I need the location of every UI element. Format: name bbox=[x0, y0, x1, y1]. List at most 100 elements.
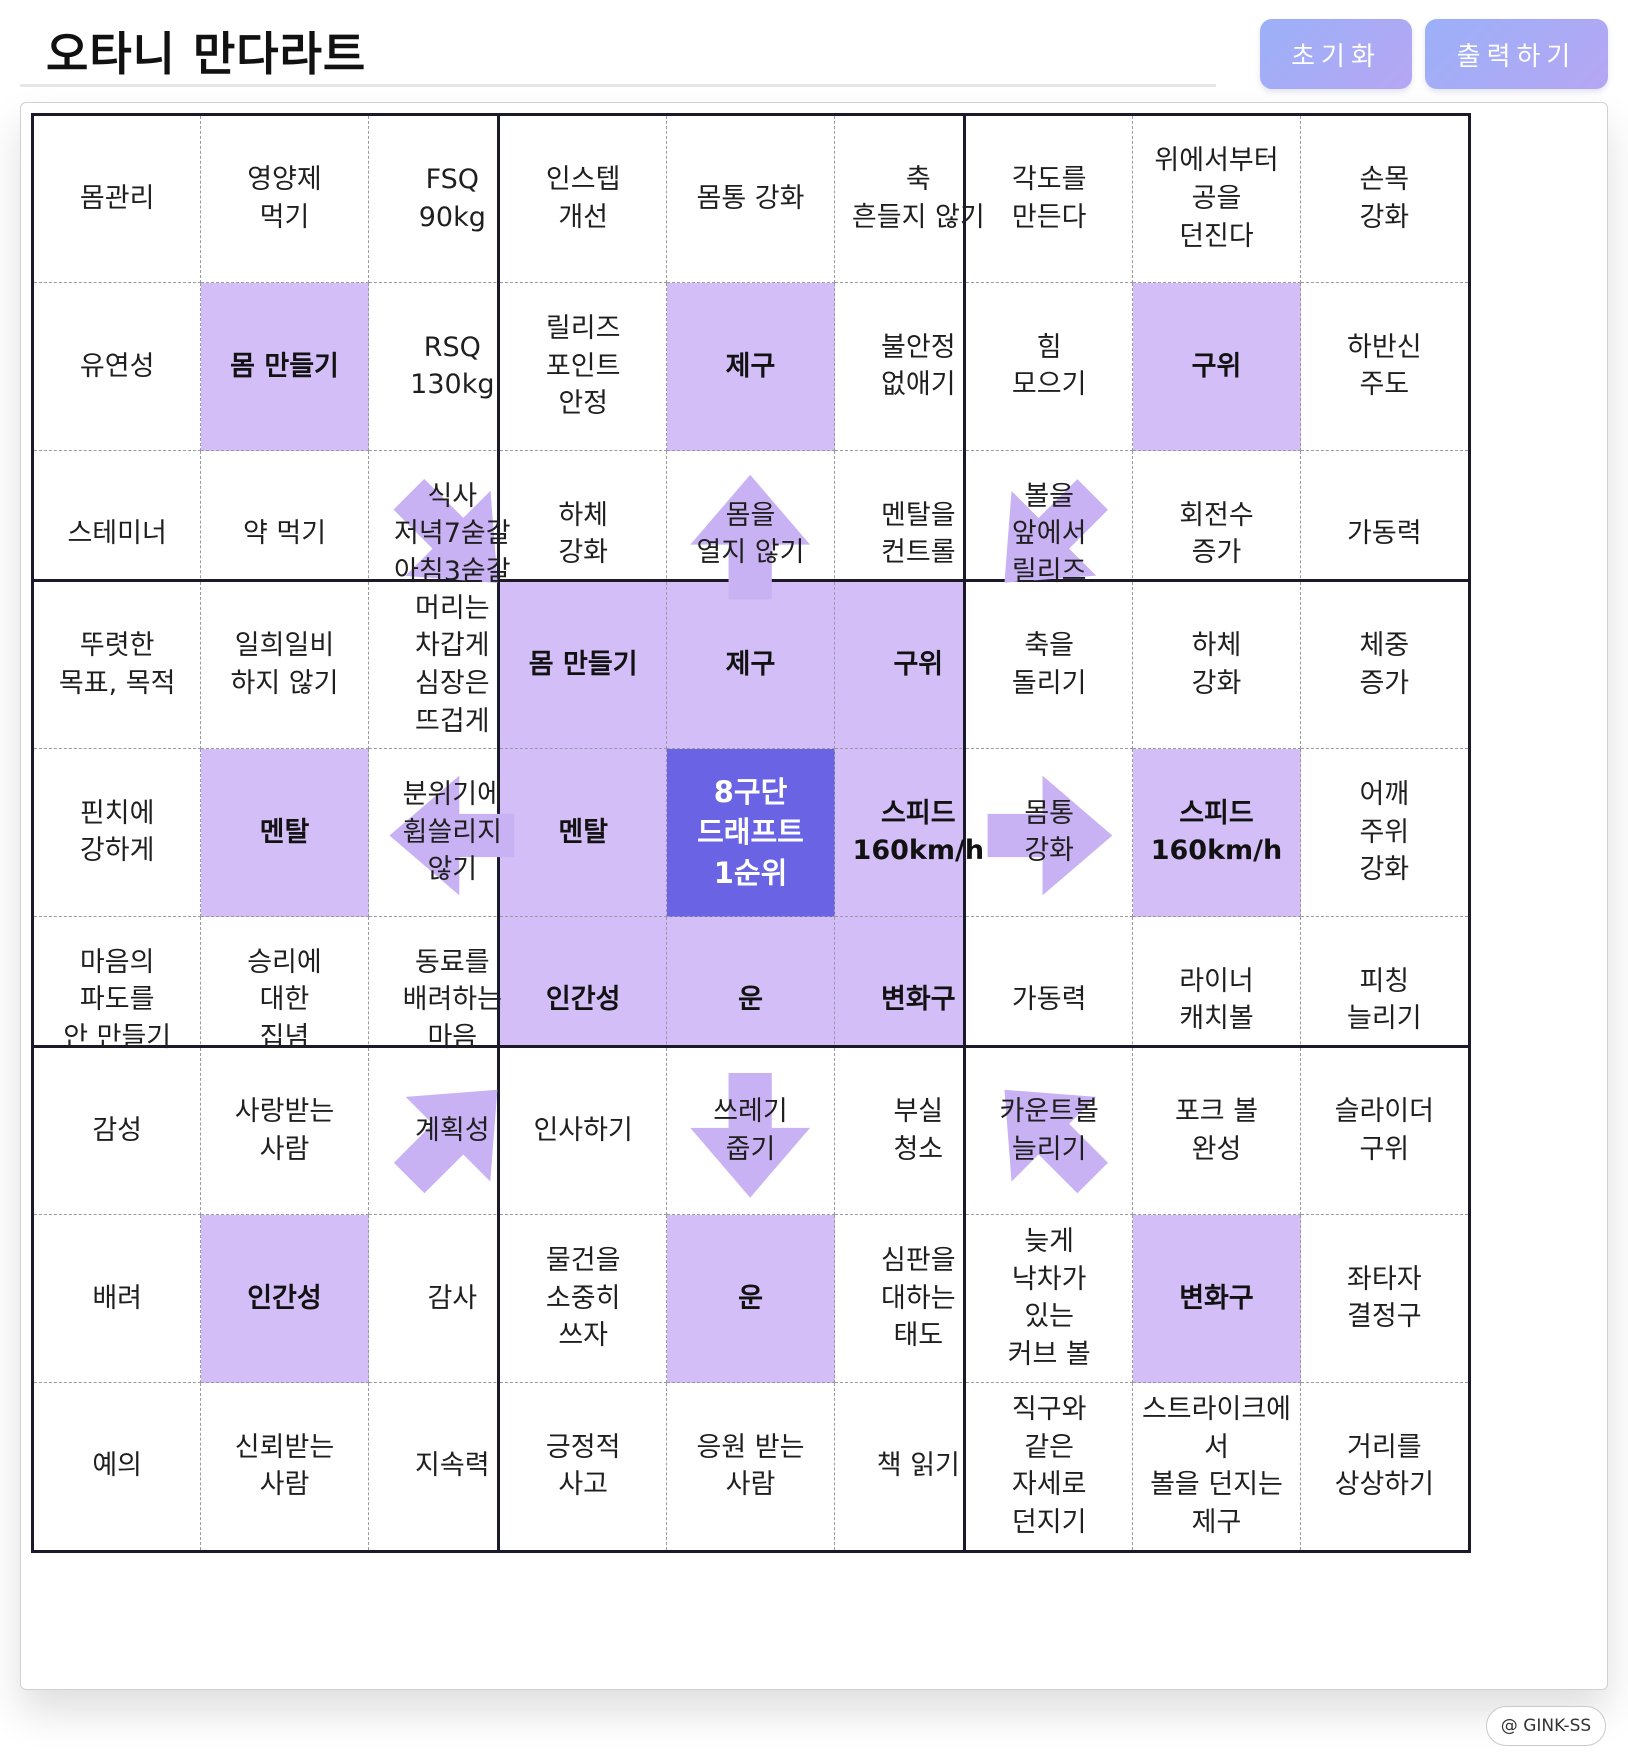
task-cell[interactable]: 몸통 강화 bbox=[667, 116, 835, 284]
task-cell[interactable]: 가동력 bbox=[966, 916, 1134, 1084]
goal-cell[interactable]: 스피드 160km/h bbox=[1133, 749, 1301, 917]
task-cell[interactable]: FSQ 90kg bbox=[368, 116, 536, 284]
cell-text: 몸통 강화 bbox=[1024, 797, 1074, 867]
task-cell[interactable]: 동료를 배려하는 마음 bbox=[369, 917, 536, 1084]
cell-text: 머리는 차갑게 심장은 뜨겁게 bbox=[415, 592, 490, 737]
task-cell[interactable]: 핀치에 강하게 bbox=[34, 749, 202, 917]
task-cell[interactable]: 포크 볼 완성 bbox=[1133, 1048, 1301, 1216]
task-cell[interactable]: 인스텝 개선 bbox=[500, 116, 668, 284]
task-cell[interactable]: 책 읽기 bbox=[835, 1383, 1002, 1550]
cell-text: 각도를 만든다 bbox=[1011, 164, 1087, 234]
task-cell[interactable]: 감성 bbox=[34, 1048, 202, 1216]
arrow-up-icon bbox=[690, 474, 811, 600]
task-cell[interactable]: 하체 강화 bbox=[500, 450, 668, 618]
cell-text: 제구 bbox=[725, 350, 776, 382]
task-cell[interactable]: 부실 청소 bbox=[834, 1048, 1002, 1216]
task-cell[interactable]: 예의 bbox=[34, 1382, 202, 1550]
task-cell[interactable]: 감사 bbox=[368, 1215, 536, 1383]
task-cell[interactable]: 몸을 열지 않기 bbox=[667, 450, 835, 618]
cell-text: FSQ 90kg bbox=[418, 164, 486, 234]
task-cell[interactable]: 늦게 낙차가 있는 커브 볼 bbox=[966, 1215, 1134, 1383]
task-cell[interactable]: 몸통 강화 bbox=[966, 749, 1134, 917]
cell-text: 뚜렷한 목표, 목적 bbox=[58, 630, 176, 700]
cell-text: 스트라이크에 서 볼을 던지는 제구 bbox=[1141, 1393, 1292, 1539]
goal-cell[interactable]: 변화구 bbox=[1133, 1215, 1301, 1383]
task-cell[interactable]: 지속력 bbox=[369, 1383, 536, 1550]
task-cell[interactable]: 승리에 대한 집념 bbox=[201, 916, 369, 1084]
cell-text: 몸관리 bbox=[79, 183, 155, 215]
task-cell[interactable]: 긍정적 사고 bbox=[500, 1382, 668, 1550]
cell-text: 불안정 없애기 bbox=[881, 331, 956, 401]
task-cell[interactable]: 스테미너 bbox=[34, 450, 202, 618]
goal-cell[interactable]: 몸 만들기 bbox=[201, 283, 369, 451]
task-cell[interactable]: 위에서부터 공을 던진다 bbox=[1133, 116, 1301, 284]
task-cell[interactable]: 힘 모으기 bbox=[966, 283, 1134, 451]
cell-text: 감성 bbox=[92, 1115, 142, 1147]
task-cell[interactable]: 슬라이더 구위 bbox=[1300, 1048, 1468, 1216]
task-cell[interactable]: 뚜렷한 목표, 목적 bbox=[34, 582, 202, 750]
cell-text: 인스텝 개선 bbox=[545, 164, 621, 234]
task-cell[interactable]: 거리를 상상하기 bbox=[1301, 1383, 1468, 1550]
task-cell[interactable]: 일희일비 하지 않기 bbox=[201, 582, 369, 750]
task-cell[interactable]: 손목 강화 bbox=[1300, 116, 1468, 284]
task-cell[interactable]: 식사 저녁7숟갈 아침3숟갈 bbox=[369, 451, 536, 618]
task-cell[interactable]: 응원 받는 사람 bbox=[667, 1382, 835, 1550]
cell-text: 하체 강화 bbox=[1191, 630, 1242, 700]
goal-cell[interactable]: 제구 bbox=[667, 283, 835, 451]
task-cell[interactable]: 릴리즈 포인트 안정 bbox=[500, 283, 668, 451]
task-cell[interactable]: 분위기에 휩쓸리지 않기 bbox=[368, 749, 536, 917]
reset-button[interactable]: 초기화 bbox=[1260, 19, 1412, 89]
goal-cell[interactable]: 구위 bbox=[1133, 283, 1301, 451]
task-cell[interactable]: 피칭 늘리기 bbox=[1301, 917, 1468, 1084]
task-cell[interactable]: 유연성 bbox=[34, 283, 202, 451]
task-cell[interactable]: 마음의 파도를 안 만들기 bbox=[34, 916, 202, 1084]
cell-text: 몸을 열지 않기 bbox=[696, 499, 805, 569]
task-cell[interactable]: 물건을 소중히 쓰자 bbox=[500, 1215, 668, 1383]
task-cell[interactable]: 불안정 없애기 bbox=[834, 283, 1002, 451]
goal-cell[interactable]: 멘탈 bbox=[201, 749, 369, 917]
task-cell[interactable]: 약 먹기 bbox=[201, 450, 369, 618]
task-cell[interactable]: 신뢰받는 사람 bbox=[201, 1382, 369, 1550]
task-cell[interactable]: 사랑받는 사람 bbox=[201, 1048, 369, 1216]
task-cell[interactable]: 배려 bbox=[34, 1215, 202, 1383]
cell-text: 직구와 같은 자세로 던지기 bbox=[1011, 1393, 1087, 1539]
task-cell[interactable]: 라이너 캐치볼 bbox=[1133, 916, 1301, 1084]
task-cell[interactable]: 볼을 앞에서 릴리즈 bbox=[966, 450, 1134, 618]
author-badge[interactable]: @ GINK-SS bbox=[1486, 1706, 1606, 1746]
task-cell[interactable]: 계획성 bbox=[368, 1048, 536, 1216]
print-button[interactable]: 출력하기 bbox=[1425, 19, 1608, 89]
task-cell[interactable]: RSQ 130kg bbox=[368, 283, 536, 451]
task-cell[interactable]: 좌타자 결정구 bbox=[1300, 1215, 1468, 1383]
task-cell[interactable]: 어깨 주위 강화 bbox=[1300, 749, 1468, 917]
task-cell[interactable]: 멘탈을 컨트롤 bbox=[835, 451, 1002, 618]
task-cell[interactable]: 심판을 대하는 태도 bbox=[834, 1215, 1002, 1383]
goal-cell[interactable]: 제구 bbox=[667, 582, 835, 750]
task-cell[interactable]: 스트라이크에 서 볼을 던지는 제구 bbox=[1133, 1382, 1301, 1550]
task-cell[interactable]: 머리는 차갑게 심장은 뜨겁게 bbox=[368, 582, 536, 750]
cell-text: 운 bbox=[738, 1282, 763, 1314]
task-cell[interactable]: 체중 증가 bbox=[1300, 582, 1468, 750]
task-cell[interactable]: 쓰레기 줍기 bbox=[667, 1048, 835, 1216]
goal-cell[interactable]: 몸 만들기 bbox=[500, 582, 668, 750]
main-goal-cell[interactable]: 8구단 드래프트 1순위 bbox=[667, 749, 835, 917]
task-cell[interactable]: 영양제 먹기 bbox=[201, 116, 369, 284]
arrow-right-icon bbox=[987, 775, 1113, 896]
goal-cell[interactable]: 인간성 bbox=[201, 1215, 369, 1383]
task-cell[interactable]: 회전수 증가 bbox=[1133, 450, 1301, 618]
task-cell[interactable]: 하체 강화 bbox=[1133, 582, 1301, 750]
cell-text: 책 읽기 bbox=[876, 1450, 960, 1482]
goal-cell[interactable]: 멘탈 bbox=[500, 749, 668, 917]
task-cell[interactable]: 인사하기 bbox=[500, 1048, 668, 1216]
task-cell[interactable]: 축 흔들지 않기 bbox=[834, 116, 1002, 284]
task-cell[interactable]: 카운트볼 늘리기 bbox=[966, 1048, 1134, 1216]
cell-text: 8구단 드래프트 1순위 bbox=[697, 774, 804, 890]
cell-text: 변화구 bbox=[881, 984, 956, 1016]
task-cell[interactable]: 축을 돌리기 bbox=[966, 582, 1134, 750]
goal-cell[interactable]: 운 bbox=[667, 1215, 835, 1383]
task-cell[interactable]: 하반신 주도 bbox=[1300, 283, 1468, 451]
task-cell[interactable]: 몸관리 bbox=[34, 116, 202, 284]
task-cell[interactable]: 가동력 bbox=[1301, 451, 1468, 618]
task-cell[interactable]: 직구와 같은 자세로 던지기 bbox=[966, 1382, 1134, 1550]
task-cell[interactable]: 각도를 만든다 bbox=[966, 116, 1134, 284]
